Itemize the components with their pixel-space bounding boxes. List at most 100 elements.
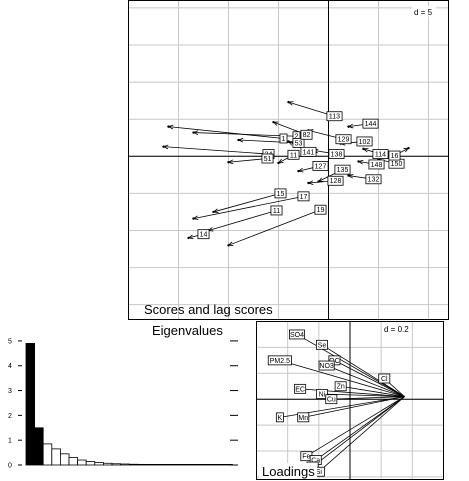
score-label: 102 xyxy=(359,139,371,146)
loading-arrow xyxy=(306,396,405,457)
score-label: 19 xyxy=(317,207,325,214)
score-label: 17 xyxy=(300,194,308,201)
loading-label-box xyxy=(289,329,306,340)
loading-label: Fe xyxy=(302,454,310,461)
score-arrow xyxy=(168,126,284,139)
loading-arrow xyxy=(296,334,405,397)
lag-score-point xyxy=(407,146,410,150)
loading-arrow xyxy=(279,359,405,397)
loading-label: Ca xyxy=(311,458,320,465)
score-label: 15 xyxy=(277,191,285,198)
scores-scale-box xyxy=(412,6,436,17)
score-arrow xyxy=(213,192,281,213)
eigen-bar xyxy=(51,448,61,466)
score-label-box xyxy=(292,138,305,148)
loading-label-box xyxy=(294,383,307,394)
lag-score-point xyxy=(362,147,365,151)
score-label-box xyxy=(362,118,379,129)
score-arrow xyxy=(208,210,277,231)
eigen-bar xyxy=(137,463,147,466)
loadings-grid xyxy=(256,321,444,480)
eigen-bar xyxy=(25,343,36,466)
loadings-frame xyxy=(256,321,444,480)
scores-frame xyxy=(128,0,449,320)
eigen-y-tick-label: 5 xyxy=(8,338,12,345)
loading-arrow xyxy=(303,396,405,418)
eigen-bar xyxy=(197,463,208,466)
loadings-scale-label: d = 0.2 xyxy=(384,325,409,334)
eigen-y-tick-label: 2 xyxy=(8,413,12,420)
lag-score-point xyxy=(187,236,190,240)
loading-label: Zn xyxy=(337,384,345,391)
loadings-title: Loadings xyxy=(262,464,315,479)
loading-label: EC xyxy=(295,386,305,393)
loading-label: Ni xyxy=(319,391,326,398)
eigen-bar xyxy=(111,463,122,466)
eigen-bar xyxy=(85,461,96,466)
loading-arrow xyxy=(312,396,405,467)
score-label-box xyxy=(279,133,288,144)
score-label: 129 xyxy=(338,137,350,144)
eigen-bars xyxy=(25,343,233,466)
score-label: 2 xyxy=(295,134,299,141)
eigen-bar xyxy=(206,463,216,466)
score-label: 113 xyxy=(329,114,340,121)
eigen-y-tick-label: 4 xyxy=(8,363,12,370)
loading-arrow xyxy=(315,396,405,461)
loading-label: NO3 xyxy=(319,363,334,370)
score-label-box xyxy=(368,159,385,170)
loading-label: K xyxy=(278,415,283,422)
eigen-y-ticks: 0 1 2 3 4 5 xyxy=(8,338,238,470)
eigen-bar xyxy=(68,457,79,466)
score-label-box xyxy=(287,149,300,160)
lag-score-point xyxy=(167,125,170,128)
lag-score-point xyxy=(307,181,310,185)
score-label-box xyxy=(312,161,329,171)
score-label: 1 xyxy=(282,136,286,143)
score-label-box xyxy=(300,146,317,157)
score-label: 141 xyxy=(303,149,315,156)
lag-score-point xyxy=(287,100,290,104)
loading-label-box xyxy=(267,355,292,366)
eigen-bar xyxy=(163,463,173,466)
score-label-box xyxy=(297,191,310,202)
score-label-box xyxy=(365,174,382,185)
score-label-box xyxy=(270,205,283,216)
score-label-box xyxy=(326,111,343,122)
score-label-box xyxy=(388,150,401,161)
loading-label-box xyxy=(378,373,391,384)
score-label: 53 xyxy=(295,140,303,147)
lag-score-point xyxy=(192,131,195,134)
lag-score-point xyxy=(212,210,215,214)
lag-score-point xyxy=(272,120,275,124)
score-label-box xyxy=(274,188,287,199)
lag-score-point xyxy=(277,161,280,165)
score-arrow xyxy=(163,146,269,155)
eigen-y-tick-label: 3 xyxy=(8,388,12,395)
loading-label: Cl xyxy=(381,376,388,383)
eigen-bar xyxy=(94,462,104,466)
loading-arrow xyxy=(340,385,405,398)
score-label: 144 xyxy=(365,121,377,128)
eigen-bar xyxy=(103,462,113,466)
eigen-bar xyxy=(128,463,139,466)
eigen-bar xyxy=(180,463,190,466)
score-label: 11 xyxy=(290,152,297,159)
loading-arrow xyxy=(326,365,405,397)
score-label: 51 xyxy=(264,156,272,163)
score-arrow xyxy=(228,209,321,246)
score-label-box xyxy=(372,149,389,159)
loading-label: PM2.5 xyxy=(270,358,290,365)
scores-labels: 1131442153822451129102141111381141271351… xyxy=(197,111,405,240)
eigen-bar xyxy=(77,459,87,466)
score-label: 138 xyxy=(331,152,343,159)
eigen-y-tick-label: 0 xyxy=(8,463,12,470)
loading-arrow xyxy=(331,396,405,400)
loading-arrow xyxy=(318,396,405,473)
loading-label-box xyxy=(334,381,347,392)
eigen-bar xyxy=(154,463,165,466)
loadings-title-box xyxy=(259,463,317,479)
loading-label-box xyxy=(297,412,310,423)
eigen-bar xyxy=(60,453,70,466)
